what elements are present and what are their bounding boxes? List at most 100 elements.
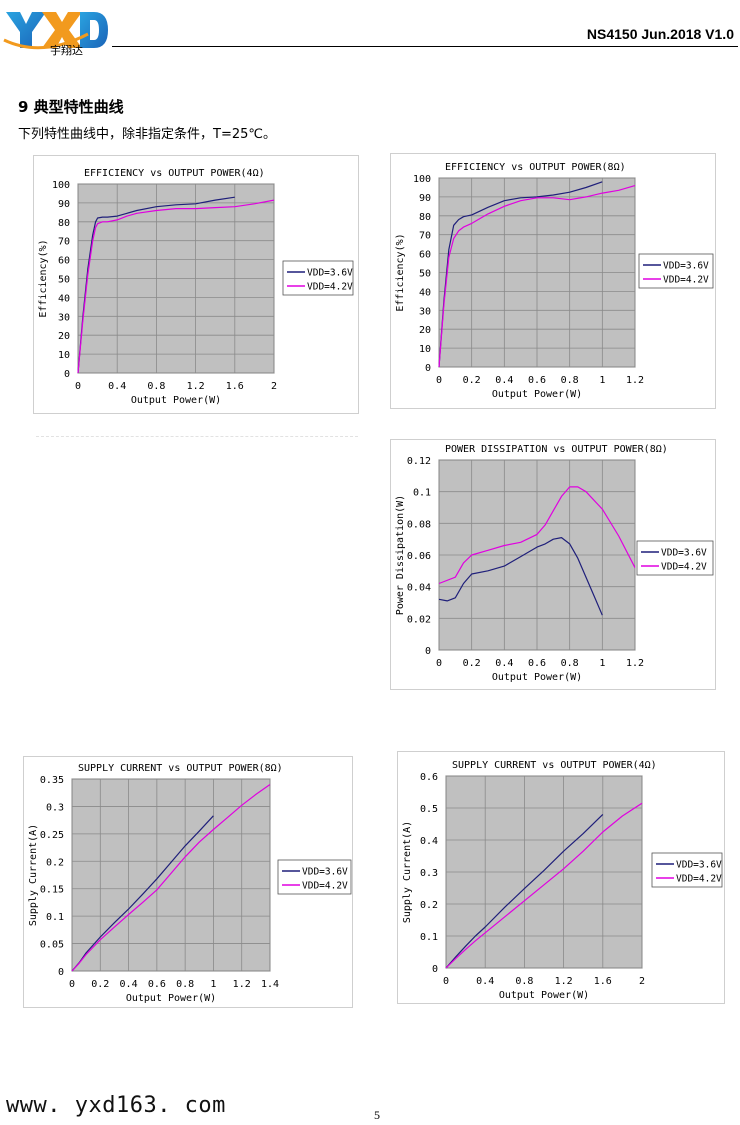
y-tick-label: 10 bbox=[58, 350, 70, 361]
y-tick-label: 10 bbox=[419, 344, 431, 355]
y-tick-label: 0.1 bbox=[413, 488, 431, 499]
y-tick-label: 0.3 bbox=[46, 802, 64, 813]
y-tick-label: 0.04 bbox=[407, 583, 431, 594]
x-tick-label: 0.2 bbox=[463, 375, 481, 386]
x-tick-label: 1.6 bbox=[226, 381, 244, 392]
series-line-vdd-4-2v bbox=[438, 185, 636, 368]
header-divider bbox=[112, 46, 738, 47]
x-tick-label: 0.8 bbox=[176, 979, 194, 990]
y-tick-label: 90 bbox=[419, 193, 431, 204]
x-tick-label: 0 bbox=[443, 976, 449, 987]
y-tick-label: 0.4 bbox=[420, 836, 438, 847]
series-line-vdd-3-6v bbox=[77, 196, 235, 374]
legend: VDD=3.6V VDD=4.2V bbox=[277, 859, 352, 895]
series-line-vdd-4-2v bbox=[71, 784, 271, 972]
y-axis-label: Efficiency(%) bbox=[395, 233, 406, 311]
y-tick-label: 60 bbox=[58, 256, 70, 267]
legend-box bbox=[636, 540, 714, 576]
x-tick-label: 0 bbox=[436, 658, 442, 669]
x-tick-label: 0.4 bbox=[120, 979, 138, 990]
y-tick-label: 0.06 bbox=[407, 551, 431, 562]
y-tick-label: 50 bbox=[58, 275, 70, 286]
y-tick-label: 0 bbox=[432, 964, 438, 975]
y-tick-label: 30 bbox=[419, 306, 431, 317]
x-tick-label: 2 bbox=[271, 381, 277, 392]
x-tick-label: 0.6 bbox=[528, 658, 546, 669]
y-tick-label: 30 bbox=[58, 312, 70, 323]
y-tick-label: 100 bbox=[413, 174, 431, 185]
y-tick-label: 50 bbox=[419, 269, 431, 280]
legend-label: VDD=4.2V bbox=[676, 874, 722, 885]
y-tick-label: 0.35 bbox=[40, 775, 64, 786]
y-tick-label: 0.1 bbox=[420, 932, 438, 943]
y-axis-label: Supply Current(A) bbox=[28, 824, 39, 926]
section-intro: 下列特性曲线中，除非指定条件，T=25℃。 bbox=[18, 127, 276, 142]
x-tick-label: 0.8 bbox=[561, 658, 579, 669]
x-axis-label: Output Power(W) bbox=[126, 993, 216, 1004]
x-tick-label: 1.2 bbox=[233, 979, 251, 990]
x-tick-label: 0.8 bbox=[515, 976, 533, 987]
legend-label: VDD=3.6V bbox=[302, 867, 348, 878]
y-tick-label: 20 bbox=[419, 325, 431, 336]
chart-title: POWER DISSIPATION vs OUTPUT POWER(8Ω) bbox=[445, 444, 668, 455]
x-tick-label: 0.8 bbox=[561, 375, 579, 386]
legend: VDD=3.6V VDD=4.2V bbox=[636, 540, 714, 576]
chart-title: EFFICIENCY vs OUTPUT POWER(8Ω) bbox=[445, 162, 626, 173]
chart-power-dissipation-8ohm: 0 0.02 0.04 0.06 0.08 0.1 0.12 0 0.2 0.4 0.6 0.8 1 1.… bbox=[390, 439, 716, 690]
chart-efficiency-8ohm: 0 10 20 30 40 50 60 70 80 90 100 0 0.2 0.4 0.6 0.8 1 1.2 E… bbox=[390, 153, 716, 409]
yxd-logo-graphic bbox=[3, 12, 108, 50]
y-tick-label: 0.2 bbox=[46, 857, 64, 868]
footer-website: www. yxd163. com bbox=[6, 1093, 226, 1118]
y-tick-label: 40 bbox=[58, 293, 70, 304]
y-tick-label: 40 bbox=[419, 287, 431, 298]
y-tick-label: 0.05 bbox=[40, 940, 64, 951]
legend-label: VDD=3.6V bbox=[661, 548, 707, 559]
y-tick-label: 90 bbox=[58, 199, 70, 210]
section-title: 9 典型特性曲线 bbox=[18, 98, 124, 116]
x-tick-label: 0.8 bbox=[147, 381, 165, 392]
x-tick-label: 1 bbox=[599, 658, 605, 669]
x-tick-label: 1.2 bbox=[626, 375, 644, 386]
y-tick-label: 0.12 bbox=[407, 456, 431, 467]
series-line-vdd-4-2v bbox=[445, 802, 643, 969]
y-axis-label: Power Dissipation(W) bbox=[395, 495, 406, 615]
x-axis-label: Output Power(W) bbox=[499, 990, 589, 1001]
y-tick-label: 0.2 bbox=[420, 900, 438, 911]
x-tick-label: 0.2 bbox=[91, 979, 109, 990]
y-tick-label: 0.08 bbox=[407, 519, 431, 530]
x-tick-label: 0.4 bbox=[108, 381, 126, 392]
chart-svg: 0 10 20 30 40 50 60 70 80 90 100 0 0.4 0.8 1.2 1.6 2 EFFI… bbox=[38, 168, 354, 406]
y-tick-label: 0 bbox=[425, 363, 431, 374]
legend-label: VDD=3.6V bbox=[676, 860, 722, 871]
legend: VDD=3.6V VDD=4.2V bbox=[638, 253, 714, 289]
y-tick-label: 0.15 bbox=[40, 885, 64, 896]
x-axis-label: Output Power(W) bbox=[492, 672, 582, 683]
y-tick-label: 0.25 bbox=[40, 830, 64, 841]
x-tick-label: 0.6 bbox=[528, 375, 546, 386]
x-tick-label: 2 bbox=[639, 976, 645, 987]
page-number: 5 bbox=[374, 1108, 380, 1122]
x-axis-label: Output Power(W) bbox=[492, 389, 582, 400]
legend: VDD=3.6V VDD=4.2V bbox=[282, 260, 354, 296]
x-tick-label: 1 bbox=[210, 979, 216, 990]
y-tick-label: 70 bbox=[58, 237, 70, 248]
legend-box bbox=[277, 859, 352, 895]
y-tick-label: 80 bbox=[58, 218, 70, 229]
y-tick-label: 0.02 bbox=[407, 614, 431, 625]
legend-label: VDD=4.2V bbox=[663, 275, 709, 286]
y-tick-label: 70 bbox=[419, 231, 431, 242]
x-tick-label: 0 bbox=[69, 979, 75, 990]
legend-label: VDD=3.6V bbox=[663, 261, 709, 272]
series-line-vdd-3-6v bbox=[445, 813, 604, 969]
chart-efficiency-4ohm: 0 10 20 30 40 50 60 70 80 90 100 0 0.4 0.8 1.2 1.6 2 EFFI… bbox=[33, 155, 359, 414]
chart-svg: 0 0.1 0.2 0.3 0.4 0.5 0.6 0 0.4 0.8 1.2 1.6 2 SUPPLY … bbox=[402, 760, 723, 1001]
x-axis-label: Output Power(W) bbox=[131, 395, 221, 406]
x-tick-label: 0.6 bbox=[148, 979, 166, 990]
chart-title: SUPPLY CURRENT vs OUTPUT POWER(4Ω) bbox=[452, 760, 657, 771]
y-tick-label: 0 bbox=[425, 646, 431, 657]
x-tick-label: 1 bbox=[599, 375, 605, 386]
chart-svg: 0 0.02 0.04 0.06 0.08 0.1 0.12 0 0.2 0.4 0.6 0.8 1 1.… bbox=[395, 444, 714, 683]
legend-box bbox=[638, 253, 714, 289]
y-tick-label: 100 bbox=[52, 180, 70, 191]
x-tick-label: 0.2 bbox=[463, 658, 481, 669]
